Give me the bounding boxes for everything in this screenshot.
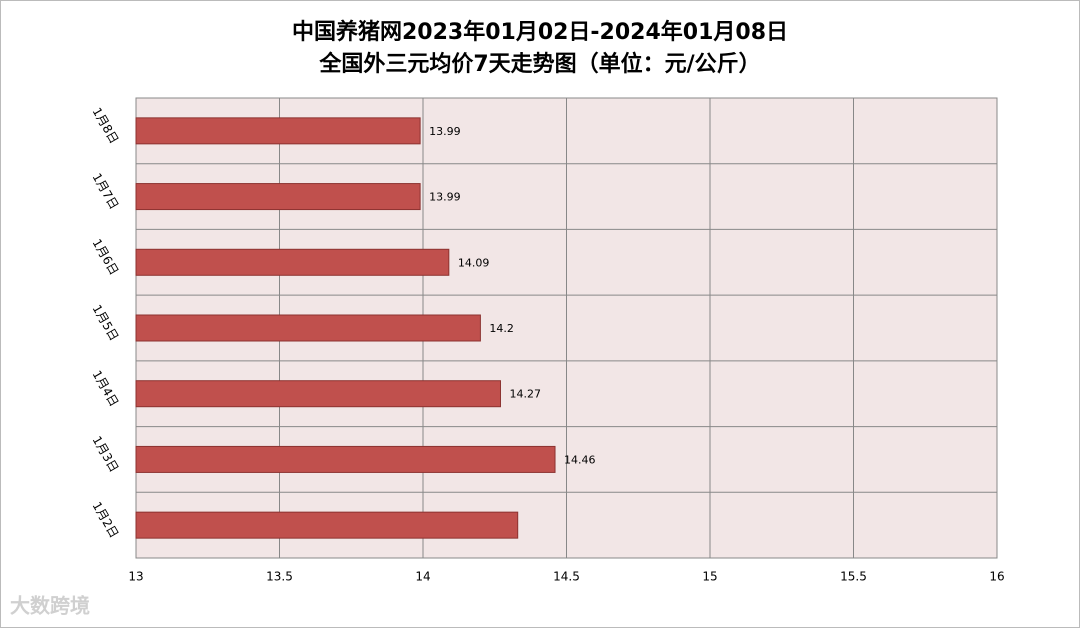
value-label: 14.2	[489, 322, 514, 335]
x-tick-label: 15.5	[840, 570, 867, 584]
bar	[135, 380, 501, 408]
bar	[135, 117, 421, 145]
bar	[135, 183, 421, 211]
value-label: 14.27	[509, 388, 541, 401]
bar	[135, 248, 450, 276]
x-tick-label: 15	[702, 570, 717, 584]
bar	[135, 445, 556, 473]
value-label: 14.09	[458, 256, 490, 269]
value-label: 13.99	[429, 191, 461, 204]
x-tick-label: 14.5	[553, 570, 580, 584]
x-tick-label: 13	[128, 570, 143, 584]
x-tick-label: 13.5	[266, 570, 293, 584]
bar	[135, 314, 481, 342]
watermark: 大数跨境	[10, 594, 90, 618]
chart-title: 中国养猪网2023年01月02日-2024年01月08日	[292, 19, 788, 45]
chart-subtitle: 全国外三元均价7天走势图（单位：元/公斤）	[318, 51, 760, 77]
x-tick-label: 14	[415, 570, 430, 584]
value-label: 14.46	[564, 453, 596, 466]
x-tick-label: 16	[989, 570, 1004, 584]
bar	[135, 511, 519, 539]
value-label: 13.99	[429, 125, 461, 138]
